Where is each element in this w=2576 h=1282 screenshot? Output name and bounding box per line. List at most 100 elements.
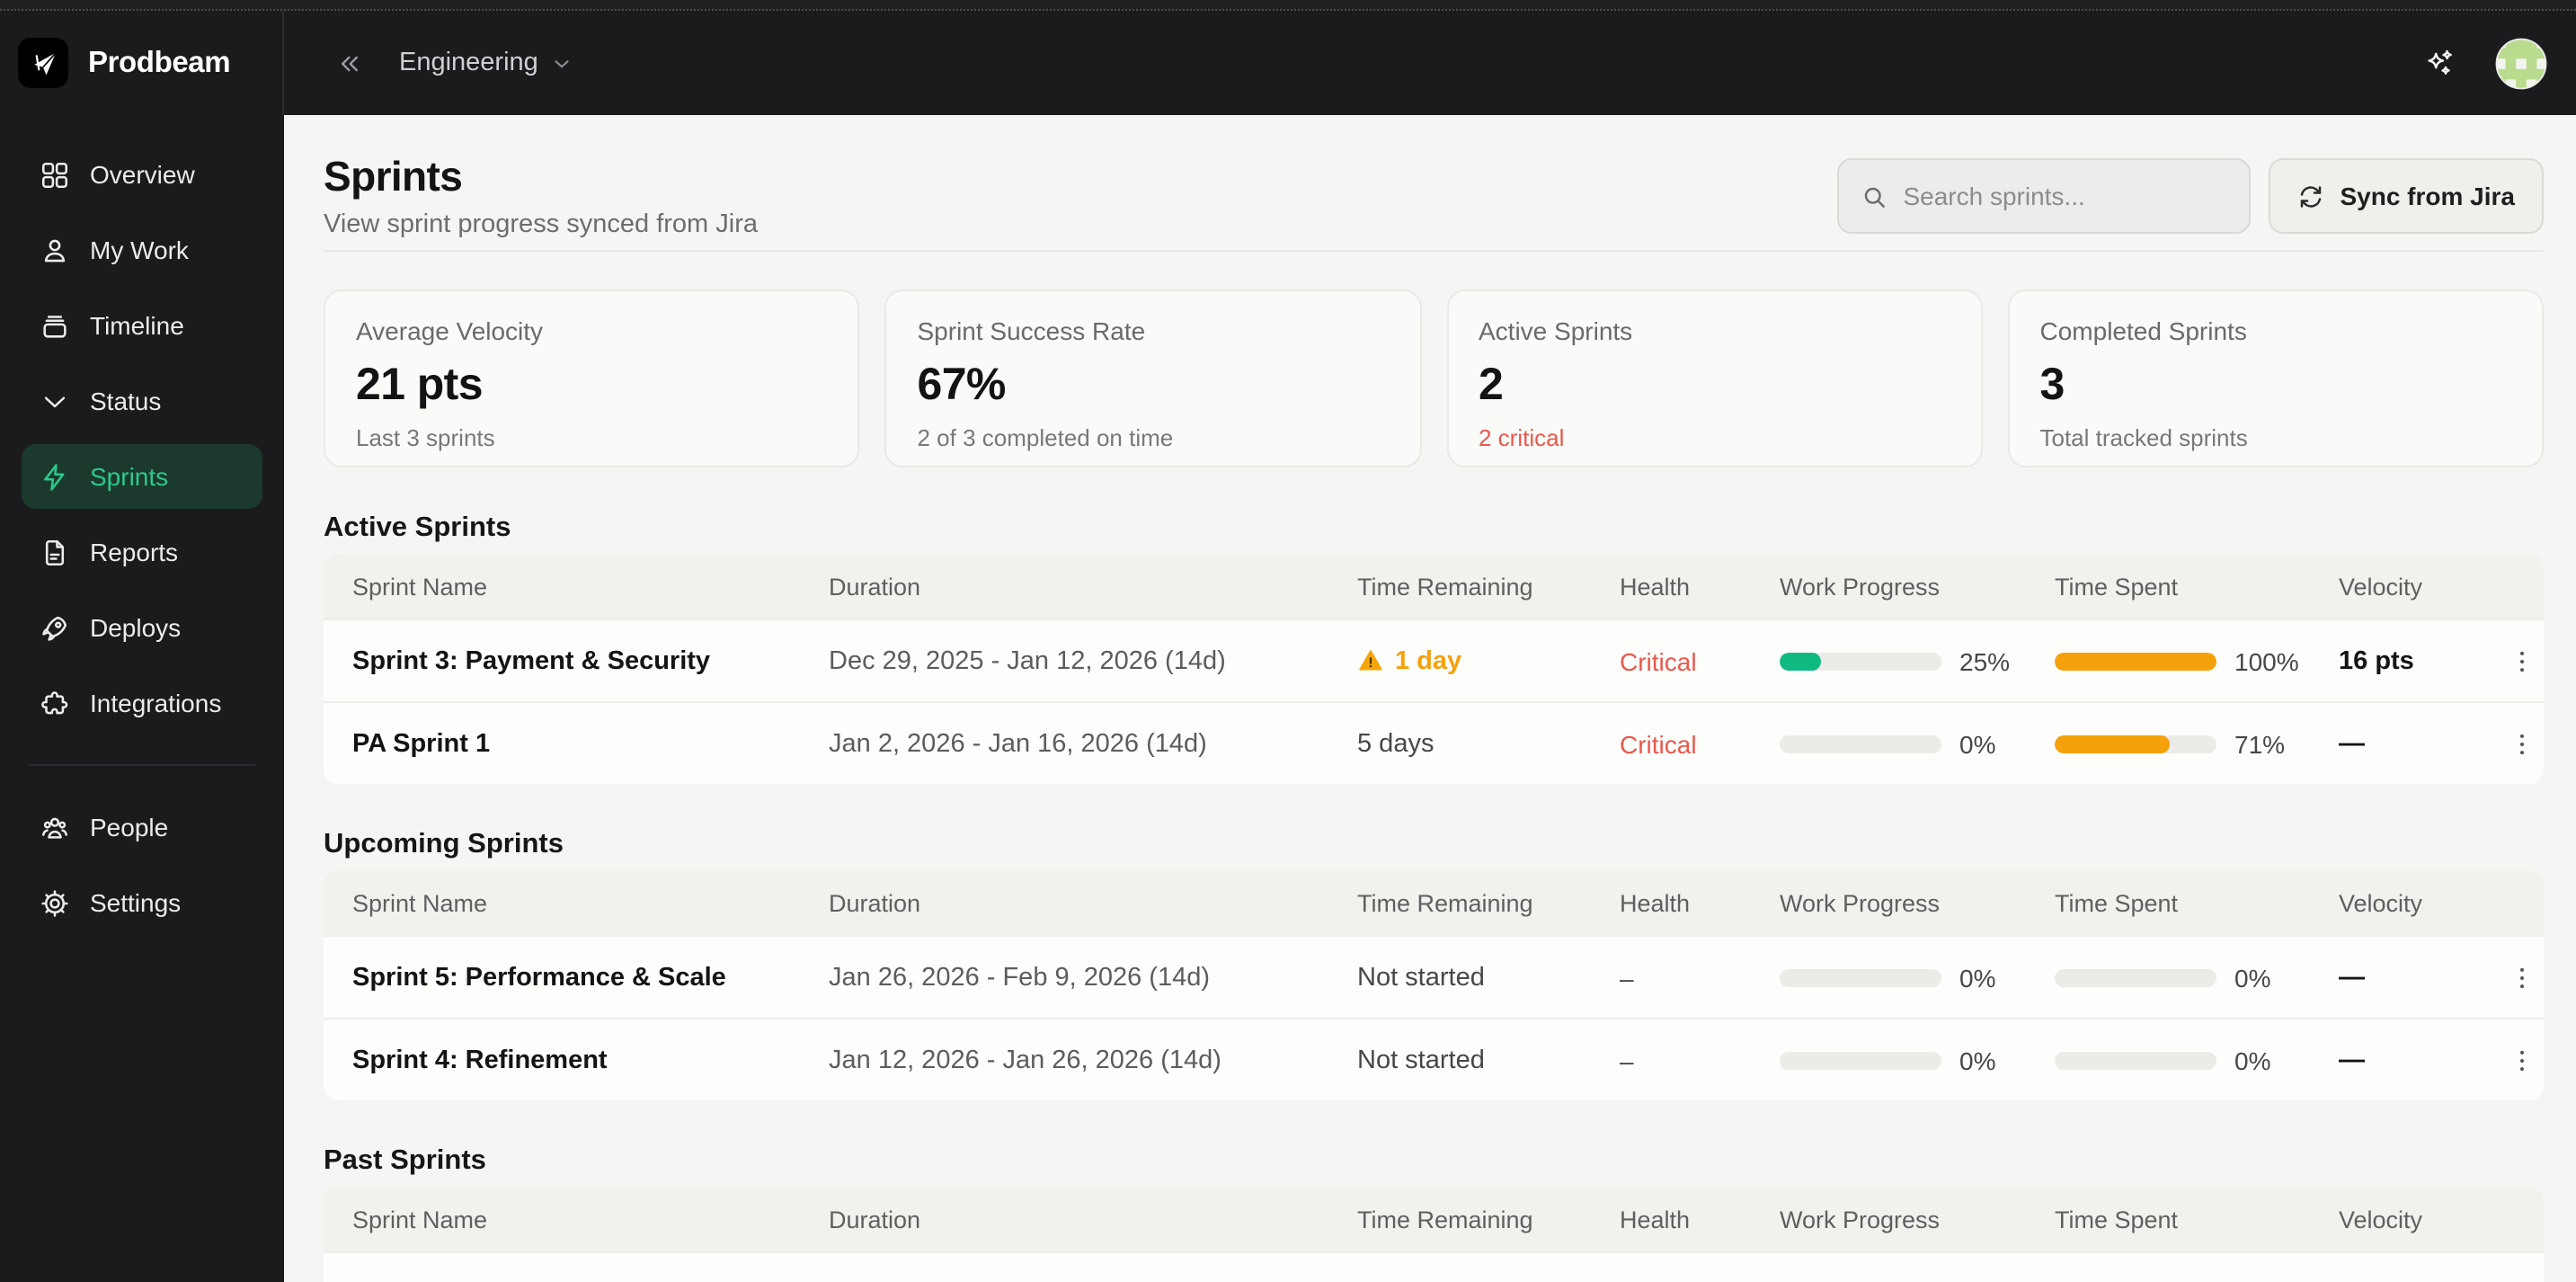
page-title: Sprints [324, 153, 463, 200]
table-row-empty [324, 1251, 2544, 1282]
column-header-duration: Duration [829, 889, 921, 916]
progress-track [1780, 968, 1941, 986]
progress-track [2055, 652, 2216, 670]
sync-from-jira-button[interactable]: Sync from Jira [2268, 158, 2544, 234]
column-header-velocity: Velocity [2339, 1206, 2423, 1233]
column-header-time-remaining: Time Remaining [1357, 889, 1533, 916]
sparkles-ai-icon[interactable] [2412, 36, 2466, 90]
duration-cell: Jan 12, 2026 - Jan 26, 2026 (14d) [829, 1046, 1221, 1074]
row-menu-kebab-icon[interactable] [2500, 952, 2544, 1002]
column-header-health: Health [1620, 573, 1691, 600]
sidebar-item-label: Timeline [90, 311, 184, 340]
column-header-sprint-name: Sprint Name [352, 889, 488, 916]
topbar: Engineering [284, 11, 2576, 115]
sync-button-label: Sync from Jira [2340, 182, 2515, 210]
progress-cell: 71% [2055, 729, 2339, 758]
stat-value: 3 [2039, 360, 2065, 410]
column-header-sprint-name: Sprint Name [352, 1206, 488, 1233]
column-header-duration: Duration [829, 1206, 921, 1233]
sidebar-item-overview[interactable]: Overview [22, 142, 262, 207]
column-header-work-progress: Work Progress [1780, 573, 1941, 600]
sidebar-item-integrations[interactable]: Integrations [22, 671, 262, 735]
progress-fill [2055, 652, 2216, 670]
column-header-velocity: Velocity [2339, 573, 2423, 600]
health-cell: Critical [1620, 646, 1697, 675]
table-row-pa-sprint-1[interactable]: PA Sprint 1 Jan 2, 2026 - Jan 16, 2026 (1… [324, 701, 2544, 784]
app-window: Prodbeam Engineering [0, 11, 2576, 1282]
row-menu-kebab-icon[interactable] [2500, 718, 2544, 769]
row-menu-kebab-icon[interactable] [2500, 636, 2544, 686]
duration-cell: Jan 2, 2026 - Jan 16, 2026 (14d) [829, 729, 1207, 758]
sidebar-item-settings[interactable]: Settings [22, 870, 262, 935]
team-switcher[interactable]: Engineering [399, 49, 574, 77]
sprint-name-cell: Sprint 5: Performance & Scale [352, 963, 726, 992]
prodbeam-logo-icon [18, 38, 68, 88]
sidebar-item-status[interactable]: Status [22, 369, 262, 433]
stat-label: Sprint Success Rate [917, 316, 1146, 345]
page-subtitle: View sprint progress synced from Jira [324, 210, 758, 239]
time-remaining-cell: 5 days [1357, 729, 1435, 758]
search-icon [1864, 186, 1885, 207]
stat-value: 2 [1479, 360, 1504, 410]
progress-cell: 25% [1780, 646, 2055, 675]
sidebar-item-my-work[interactable]: My Work [22, 218, 262, 282]
stat-card-sprint-success-rate: Sprint Success Rate 67% 2 of 3 completed o… [884, 289, 1421, 467]
puzzle-icon [40, 688, 70, 718]
search-input[interactable] [1903, 182, 2227, 210]
people-icon [40, 812, 70, 842]
column-header-time-spent: Time Spent [2055, 1206, 2179, 1233]
sidebar-item-sprints[interactable]: Sprints [22, 444, 262, 509]
sidebar-item-timeline[interactable]: Timeline [22, 293, 262, 358]
table-row-sprint-3-payment-security[interactable]: Sprint 3: Payment & Security Dec 29, 2025… [324, 619, 2544, 701]
column-header-time-remaining: Time Remaining [1357, 573, 1533, 600]
velocity-cell: — [2339, 729, 2365, 758]
health-cell: – [1620, 963, 1634, 992]
sidebar-collapse-icon[interactable] [324, 38, 374, 88]
progress-cell: 0% [2055, 963, 2339, 992]
sidebar-item-label: My Work [90, 236, 189, 264]
progress-fill [1780, 652, 1820, 670]
table-row-sprint-4-refinement[interactable]: Sprint 4: Refinement Jan 12, 2026 - Jan 2… [324, 1018, 2544, 1100]
time-remaining-cell: Not started [1357, 963, 1485, 992]
sidebar-item-people[interactable]: People [22, 795, 262, 859]
sidebar-item-label: Reports [90, 538, 179, 566]
stat-cards: Average Velocity 21 pts Last 3 sprints Spri… [324, 289, 2544, 467]
sidebar-item-label: Settings [90, 888, 182, 917]
sidebar-item-label: Deploys [90, 613, 182, 642]
column-header-time-spent: Time Spent [2055, 889, 2179, 916]
health-cell: – [1620, 1046, 1634, 1074]
column-header-time-spent: Time Spent [2055, 573, 2179, 600]
progress-percent: 25% [1959, 646, 2011, 675]
grid-icon [40, 159, 70, 190]
row-menu-kebab-icon[interactable] [2500, 1035, 2544, 1085]
progress-percent: 0% [2234, 963, 2271, 992]
health-cell: Critical [1620, 729, 1697, 758]
progress-cell: 0% [1780, 963, 2055, 992]
table-row-sprint-5-performance-scale[interactable]: Sprint 5: Performance & Scale Jan 26, 202… [324, 935, 2544, 1018]
sprint-name-cell: Sprint 4: Refinement [352, 1046, 608, 1074]
column-header-health: Health [1620, 1206, 1691, 1233]
user-avatar[interactable] [2495, 37, 2547, 89]
progress-cell: 0% [1780, 1046, 2055, 1074]
column-header-sprint-name: Sprint Name [352, 573, 488, 600]
progress-cell: 0% [1780, 729, 2055, 758]
stat-subtext: 2 critical [1479, 424, 1565, 451]
duration-cell: Dec 29, 2025 - Jan 12, 2026 (14d) [829, 646, 1226, 675]
sidebar-item-deploys[interactable]: Deploys [22, 595, 262, 660]
stat-value: 21 pts [356, 360, 484, 410]
section-title-past-sprints: Past Sprints [324, 1145, 486, 1176]
stat-subtext: Last 3 sprints [356, 424, 495, 451]
progress-percent: 100% [2234, 646, 2299, 675]
section-title-active-sprints: Active Sprints [324, 512, 511, 543]
sidebar-item-reports[interactable]: Reports [22, 520, 262, 584]
gear-icon [40, 887, 70, 918]
progress-cell: 0% [2055, 1046, 2339, 1074]
brand-logo-block[interactable]: Prodbeam [0, 11, 284, 115]
main-content: Sprints View sprint progress synced from… [284, 115, 2576, 1282]
time-remaining-cell: Not started [1357, 1046, 1485, 1074]
progress-track [2055, 968, 2216, 986]
progress-cell: 100% [2055, 646, 2339, 675]
progress-percent: 0% [2234, 1046, 2271, 1074]
velocity-cell: — [2339, 963, 2365, 992]
progress-fill [2055, 734, 2170, 752]
